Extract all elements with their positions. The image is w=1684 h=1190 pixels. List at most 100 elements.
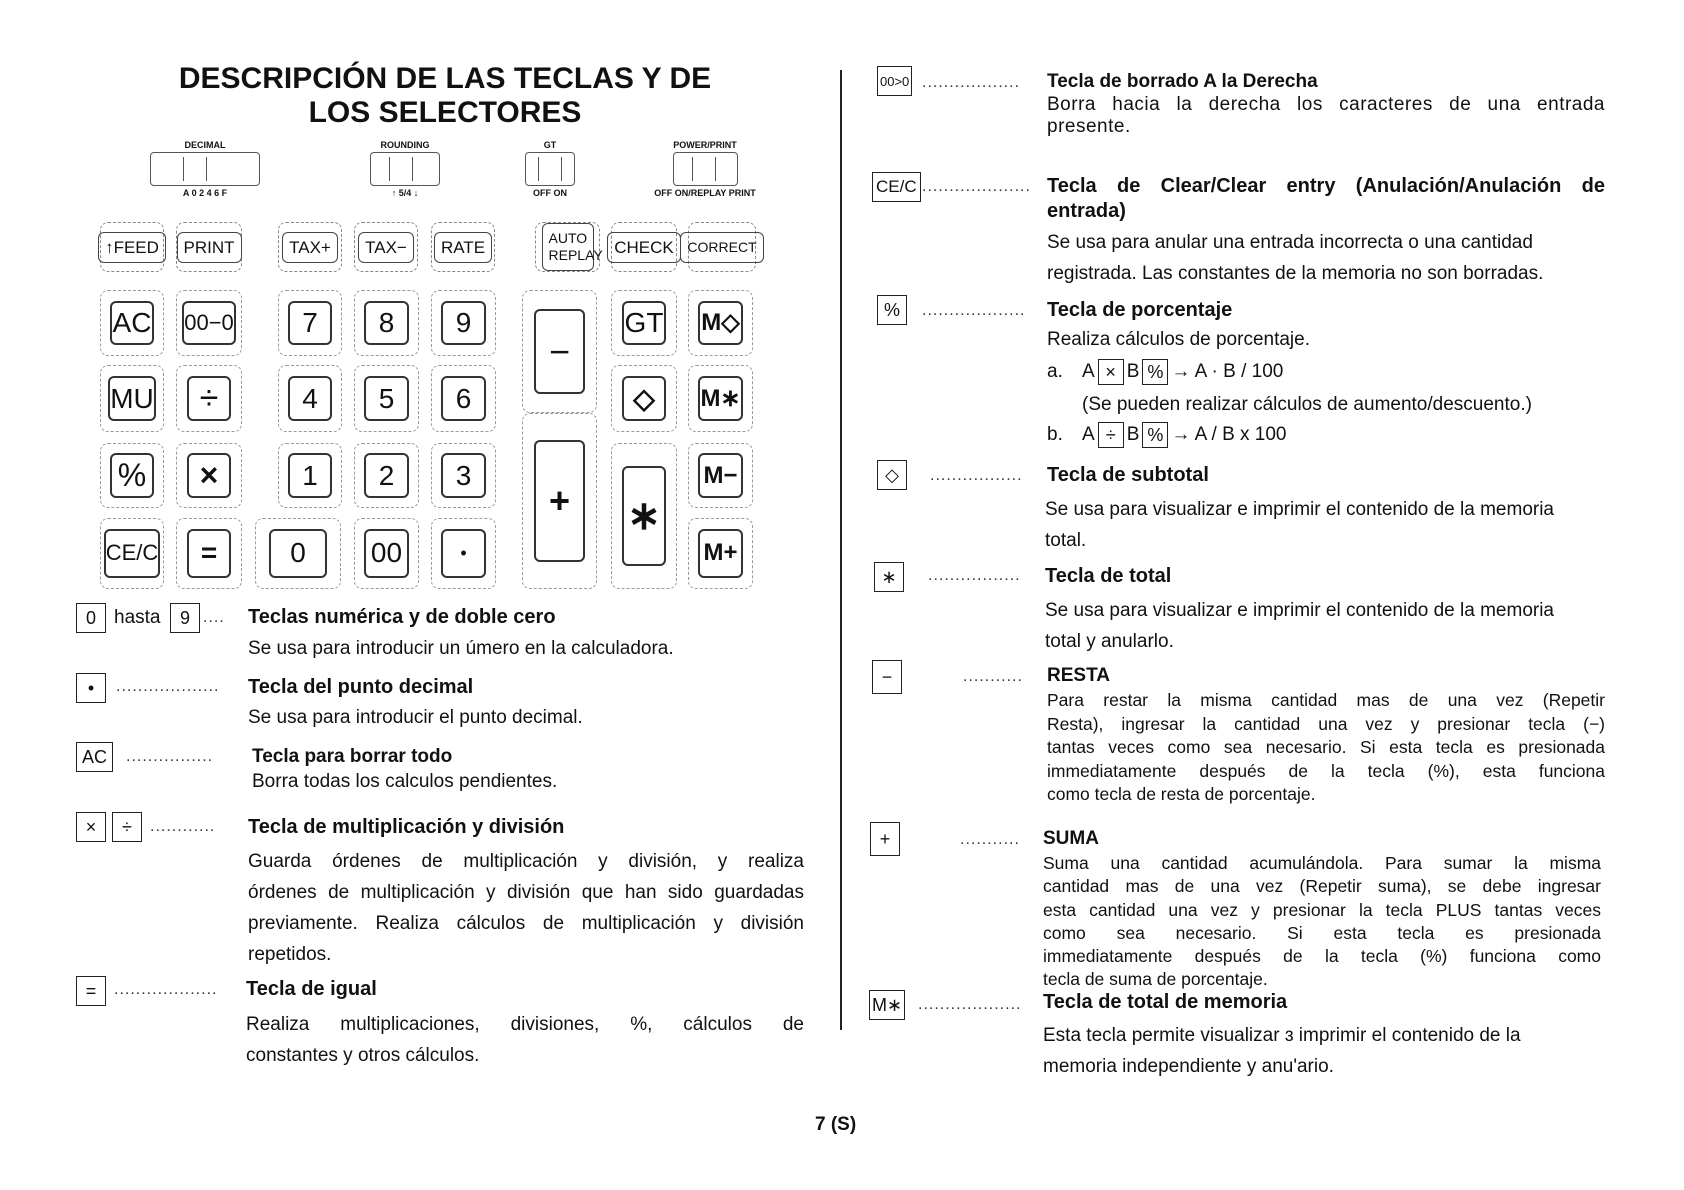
memory-plus-key[interactable]: M+ — [688, 518, 753, 589]
switch-marks: OFF ON — [533, 188, 567, 198]
total-key[interactable]: ∗ — [611, 443, 677, 589]
plus-key[interactable]: + — [522, 413, 597, 589]
percent-icon: % — [877, 295, 907, 325]
key-label: 5 — [364, 375, 409, 422]
decimal-point-key[interactable]: • — [431, 518, 496, 589]
key-9[interactable]: 9 — [431, 290, 496, 356]
correct-key[interactable]: CORRECT — [680, 222, 764, 272]
percent-note: (Se pueden realizar cálculos de aumento/… — [1082, 394, 1532, 415]
key-label: ◇ — [621, 375, 667, 422]
memory-total-heading: Tecla de total de memoria — [1043, 991, 1288, 1013]
divide-key[interactable]: ÷ — [176, 365, 242, 432]
multiply-icon: × — [1097, 359, 1124, 385]
multiply-key[interactable]: × — [176, 443, 242, 508]
numeric-heading: Teclas numérica y de doble cero — [248, 606, 556, 628]
example-operand: B — [1126, 361, 1140, 382]
example-operand: B — [1126, 424, 1140, 445]
subtotal-body: Se usa para visualizar e imprimir el con… — [1045, 494, 1613, 556]
key-0[interactable]: 0 — [255, 518, 341, 589]
percent-body: Realiza cálculos de porcentaje. — [1047, 329, 1310, 350]
ac-heading: Tecla para borrar todo — [252, 746, 453, 767]
rounding-switch[interactable]: ROUNDING ↑ 5/4 ↓ — [370, 140, 440, 198]
key-label: 9 — [441, 300, 486, 346]
ce-c-icon: CE/C — [872, 172, 921, 202]
body-line: Suma una cantidad acumulándola. Para sum… — [1043, 853, 1601, 873]
key-label: TAX− — [358, 231, 414, 263]
memory-minus-key[interactable]: M− — [688, 443, 753, 508]
leader-dots: ................... — [918, 996, 1022, 1013]
body-line: immediatamente después de la tecla (%) f… — [1043, 946, 1601, 967]
memory-total-body: Esta tecla permite visualizar ɜ imprimir… — [1043, 1020, 1611, 1082]
minus-key[interactable]: − — [522, 290, 597, 413]
right-shift-heading: Tecla de borrado A la Derecha — [1047, 71, 1318, 92]
gt-switch[interactable]: GT OFF ON — [520, 140, 580, 198]
key-label: M− — [698, 453, 743, 498]
resta-heading: RESTA — [1047, 665, 1110, 686]
body-line: Se usa para visualizar e imprimir el con… — [1045, 499, 1555, 520]
page-title: DESCRIPCIÓN DE LAS TECLAS Y DE LOS SELECT… — [130, 62, 760, 130]
key-label: RATE — [433, 231, 493, 263]
body-line: Esta tecla permite visualizar ɜ imprimir… — [1043, 1025, 1521, 1046]
memory-subtotal-key[interactable]: M◇ — [688, 290, 753, 356]
switch-label: DECIMAL — [184, 140, 226, 150]
switch-label: ROUNDING — [380, 140, 430, 150]
key-label: % — [110, 453, 154, 498]
equals-key[interactable]: = — [176, 518, 242, 589]
gt-key[interactable]: GT — [611, 290, 677, 356]
key-label: ↑FEED — [98, 231, 166, 263]
key-2[interactable]: 2 — [354, 443, 419, 508]
equals-icon: = — [76, 976, 106, 1006]
tax-minus-key[interactable]: TAX− — [354, 222, 418, 272]
print-key[interactable]: PRINT — [176, 222, 242, 272]
decimal-body: Se usa para introducir el punto decimal. — [248, 707, 583, 728]
leader-dots: ................. — [930, 467, 1023, 484]
key-label: 4 — [288, 375, 332, 422]
key-label: M+ — [698, 529, 743, 578]
example-result: → A / B x 100 — [1171, 424, 1287, 445]
key-label: AC — [110, 300, 154, 346]
key-label: × — [186, 453, 232, 498]
memory-total-key[interactable]: M∗ — [688, 365, 753, 432]
key-8[interactable]: 8 — [354, 290, 419, 356]
body-line: esta cantidad una vez y presionar la tec… — [1043, 899, 1601, 920]
key-00[interactable]: 00 — [354, 518, 419, 589]
key-3[interactable]: 3 — [431, 443, 496, 508]
body-line: Borra hacia la derecha los caracteres de… — [1047, 94, 1605, 115]
body-line: órdenes de multiplicación y división que… — [248, 882, 804, 903]
key-1[interactable]: 1 — [278, 443, 342, 508]
shift-key[interactable]: 00−0 — [176, 290, 242, 356]
key-7[interactable]: 7 — [278, 290, 342, 356]
subtotal-icon: ◇ — [877, 460, 907, 490]
resta-body: Para restar la misma cantidad mas de una… — [1047, 689, 1605, 807]
power-print-switch[interactable]: POWER/PRINT OFF ON/REPLAY PRINT — [650, 140, 760, 198]
hasta-text: hasta — [114, 607, 161, 628]
body-line: constantes y otros cálculos. — [246, 1045, 480, 1066]
body-line: presente. — [1047, 116, 1131, 137]
mu-key[interactable]: MU — [100, 365, 164, 432]
percent-key[interactable]: % — [100, 443, 164, 508]
check-key[interactable]: CHECK — [607, 222, 681, 272]
rate-key[interactable]: RATE — [431, 222, 495, 272]
muldiv-body: Guarda órdenes de multiplicación y divis… — [248, 846, 804, 970]
key-label: GT — [621, 300, 667, 346]
numeric-body: Se usa para introducir un úmero en la ca… — [248, 638, 674, 659]
key-5[interactable]: 5 — [354, 365, 419, 432]
ac-key[interactable]: AC — [100, 290, 164, 356]
leader-dots: .................... — [922, 178, 1031, 195]
key-4[interactable]: 4 — [278, 365, 342, 432]
tax-plus-key[interactable]: TAX+ — [278, 222, 342, 272]
decimal-switch[interactable]: DECIMAL A 0 2 4 6 F — [150, 140, 260, 198]
ce-c-key[interactable]: CE/C — [100, 518, 164, 589]
key-6[interactable]: 6 — [431, 365, 496, 432]
body-line: tantas veces como sea necesario. Si esta… — [1047, 737, 1605, 757]
memory-total-icon: M∗ — [869, 990, 906, 1020]
feed-key[interactable]: ↑FEED — [98, 222, 166, 272]
decimal-heading: Tecla del punto decimal — [248, 676, 474, 698]
leader-dots: ................... — [922, 302, 1026, 319]
body-line: total y anularlo. — [1045, 631, 1174, 652]
switch-label: POWER/PRINT — [673, 140, 737, 150]
key-label: 8 — [364, 300, 409, 346]
subtotal-key[interactable]: ◇ — [611, 365, 677, 432]
key-label: CORRECT — [680, 231, 764, 263]
auto-replay-key[interactable]: AUTO REPLAY — [535, 222, 603, 272]
